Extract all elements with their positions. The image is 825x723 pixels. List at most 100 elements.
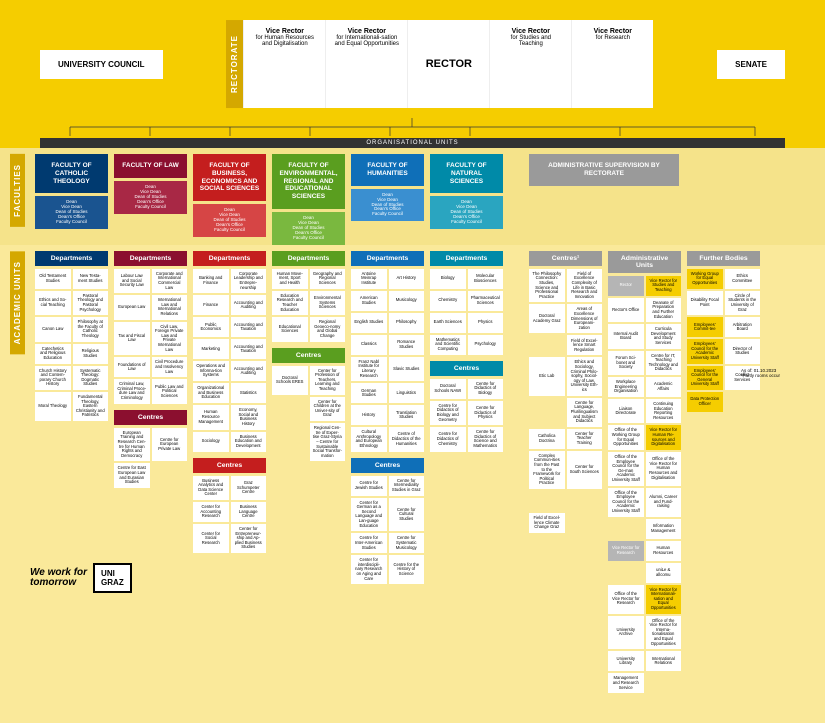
admin-cell: Center for South Sciences bbox=[567, 451, 603, 489]
dept-cell: Romance Studies bbox=[389, 335, 425, 355]
dept-cell: Tax and Fiscal Law bbox=[114, 322, 150, 356]
org-units-bar: ORGANISATIONAL UNITS bbox=[40, 138, 785, 148]
faculty-sub: Dean Vice Dean Dean of Studies Dean's Of… bbox=[272, 212, 345, 245]
admin-cell: Management and Research Service bbox=[608, 673, 644, 693]
dept-cell: Sociology bbox=[193, 432, 229, 452]
centre-cell: Graz Schumpeter Centre bbox=[231, 476, 267, 500]
admin-cell: Field of Excel-lence Climate Change Graz bbox=[529, 513, 565, 533]
admin-cell: Vice Rector for Human Re-sources and Dig… bbox=[646, 425, 682, 449]
faculty-header: FACULTY OF NATURAL SCIENCES bbox=[430, 154, 503, 193]
dept-cell: Accounting and Taxation bbox=[231, 317, 267, 337]
admin-cell: Office of the Vice Rector for Human Reso… bbox=[646, 452, 682, 486]
centre-cell: Center for Profession of Teachers, Learn… bbox=[310, 366, 346, 395]
dept-cell: Human Resource Management bbox=[193, 405, 229, 429]
senate: SENATE bbox=[717, 50, 785, 79]
admin-cell: Ethics Committee bbox=[725, 269, 761, 289]
faculty-header: ADMINISTRATIVE SUPERVISION BY RECTORATE bbox=[529, 154, 679, 186]
faculty-header: FACULTY OF ENVIRONMENTAL, REGIONAL AND E… bbox=[272, 154, 345, 209]
dept-cell: Physics bbox=[468, 313, 504, 333]
centre-cell: Center for Social Research bbox=[193, 524, 229, 553]
top-band: UNIVERSITY COUNCIL RECTORATE Vice Rector… bbox=[0, 0, 825, 118]
faculty-header: FACULTY OF LAW bbox=[114, 154, 187, 178]
dept-cell: Catechetics and Religious Education bbox=[35, 344, 71, 364]
admin-cell: Continuing Education Reporting Resources bbox=[646, 399, 682, 423]
dept-cell: Labour Law and Social Security Law bbox=[114, 269, 150, 293]
faculty-header: FACULTY OF BUSINESS, ECONOMICS AND SOCIA… bbox=[193, 154, 266, 201]
centre-cell: Centre for Didactics of Chemistry bbox=[430, 427, 466, 451]
centre-cell: Centre for Intermediality Studies in Gra… bbox=[389, 476, 425, 496]
admin-cell: Center for Teacher Training bbox=[567, 429, 603, 449]
admin-cell: Office of the Vice Rector for Interna-ti… bbox=[646, 616, 682, 650]
admin-cell: Workplace Engineering Organisation bbox=[608, 377, 644, 397]
vr-intl: Vice Rectorfor Internationali-sation and… bbox=[325, 20, 407, 108]
centre-cell: Business Language Centre bbox=[231, 502, 267, 522]
dept-cell: Foundations of Law bbox=[114, 357, 150, 377]
dept-cell: Civil Law, Foreign Private Law and Priva… bbox=[152, 322, 188, 356]
faculty-sub: Dean Vice Dean Dean of Studies Dean's Of… bbox=[114, 181, 187, 214]
admin-cell: Curricula Development and Study Services bbox=[646, 324, 682, 348]
dept-cell: Operations and Informa-tion Systems bbox=[193, 361, 229, 381]
dept-cell: Environmental Systems Sciences bbox=[310, 291, 346, 315]
admin-cell: Liaison Directorate bbox=[608, 399, 644, 423]
dept-cell: Cultural Anthropology and European Ethno… bbox=[351, 427, 387, 451]
admin-cell: Field of Excellence Complexity of Life i… bbox=[567, 269, 603, 303]
footer-line2: tomorrow bbox=[30, 578, 87, 588]
faculty-sub: Dean Vice Dean Dean of Studies Dean's Of… bbox=[35, 196, 108, 229]
dept-header: Departments bbox=[114, 251, 187, 266]
centres-header: Centres bbox=[351, 458, 424, 473]
admin-cell: Vice Rector for Studies and Teaching bbox=[646, 276, 682, 296]
faculty-sub: Dean Vice Dean Dean of Studies Dean's Of… bbox=[193, 204, 266, 237]
dept-cell: Statistics bbox=[231, 383, 267, 403]
dept-cell: Philosophy bbox=[389, 313, 425, 333]
centres-header: Centres bbox=[193, 458, 266, 473]
faculties-label: FACULTIES bbox=[10, 154, 25, 227]
footer: We work for tomorrow UNI GRAZ bbox=[30, 563, 132, 593]
centre-cell: Centre for Cultural Studies bbox=[389, 498, 425, 532]
centre-cell: Center for interdiscipli-nary Research o… bbox=[351, 555, 387, 584]
admin-cell: University Archive bbox=[608, 616, 644, 650]
vr-studies: Vice Rectorfor Studies and Teaching bbox=[489, 20, 571, 108]
admin-header: Further Bodies bbox=[687, 251, 760, 266]
centres-header: Centres bbox=[430, 361, 503, 376]
dept-cell: Chemistry bbox=[430, 291, 466, 311]
admin-cell: Rector's Office bbox=[608, 298, 644, 322]
centre-cell: Centre for Didactics of Biology and Geom… bbox=[430, 401, 466, 425]
admin-cell: Vice Rector for Research bbox=[608, 541, 644, 561]
admin-cell: Ethics and Sociology, Criminal Philo-sop… bbox=[567, 357, 603, 395]
centre-cell: Centre for East European Law and Eurasia… bbox=[114, 463, 150, 487]
dept-cell: Business Education and Development bbox=[231, 432, 267, 452]
dept-cell: Biology bbox=[430, 269, 466, 289]
admin-cell: Disability Focal Point bbox=[687, 291, 723, 315]
admin-cell: Catholica Doctrina bbox=[529, 429, 565, 449]
admin-cell: Rector bbox=[608, 276, 644, 296]
faculty-header: FACULTY OF CATHOLIC THEOLOGY bbox=[35, 154, 108, 193]
university-council: UNIVERSITY COUNCIL bbox=[40, 50, 163, 79]
admin-cell: Employees' Commit-tee bbox=[687, 317, 723, 337]
uni-logo: UNI GRAZ bbox=[93, 563, 132, 593]
dept-cell: European Law bbox=[114, 295, 150, 319]
admin-cell: Office of the Working Group for Equal Op… bbox=[608, 425, 644, 449]
dept-cell: Musicology bbox=[389, 291, 425, 311]
admin-cell: Vice Rector for Internationali-sation an… bbox=[646, 585, 682, 614]
dept-header: Departments bbox=[35, 251, 108, 266]
dept-cell: Slavic Studies bbox=[389, 357, 425, 381]
dept-cell: Ethics and So-cial Teaching bbox=[35, 291, 71, 315]
dept-cell: English Studies bbox=[351, 313, 387, 333]
dept-cell: Church History and Contem-porary Church … bbox=[35, 366, 71, 390]
dept-cell: Moral Theology bbox=[35, 392, 71, 421]
dept-cell: Public Law and Political Sciences bbox=[152, 379, 188, 403]
dept-cell: Marketing bbox=[193, 339, 229, 359]
admin-cell: Office of the Vice Rector for Research bbox=[608, 585, 644, 614]
dept-cell: Banking and Finance bbox=[193, 269, 229, 293]
admin-cell: Employees' Council for the General Unive… bbox=[687, 366, 723, 390]
centre-cell: Centre for Didactics of Biology bbox=[468, 379, 504, 399]
admin-cell: Arbitration Board bbox=[725, 317, 761, 337]
admin-cell: Centre for IT, Teaching Technology and D… bbox=[646, 351, 682, 375]
dept-cell: Pastoral Theology and Pastoral Psycholog… bbox=[73, 291, 109, 315]
dept-cell: Criminal Law, Criminal Proce-dure Law an… bbox=[114, 379, 150, 403]
dept-cell: History bbox=[351, 405, 387, 425]
admin-header: Administrative Units bbox=[608, 251, 681, 273]
centre-cell: Centre for Systematic Musicology bbox=[389, 533, 425, 553]
admin-cell: Forum Sci-bonet and Society bbox=[608, 351, 644, 375]
rectorate-group: RECTORATE Vice Rectorfor Human Resources… bbox=[226, 20, 653, 108]
